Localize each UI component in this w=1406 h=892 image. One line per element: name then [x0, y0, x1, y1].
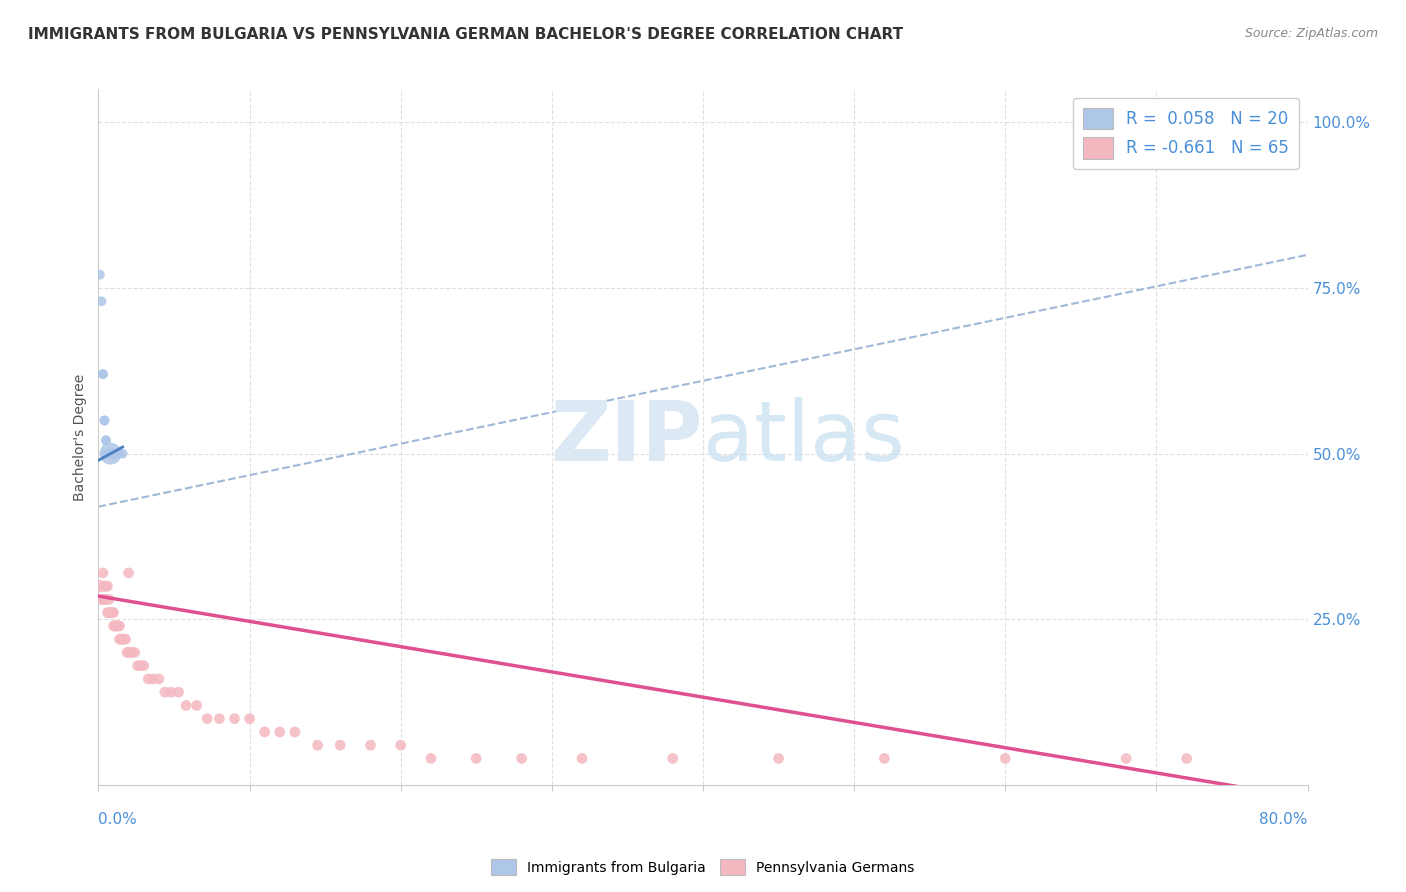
Point [98, 606, 121, 620]
Point [90, 294, 112, 309]
Point [662, 751, 685, 765]
Point [121, 645, 143, 659]
Point [105, 619, 128, 633]
Point [104, 619, 127, 633]
Point [96, 447, 118, 461]
Point [329, 738, 352, 752]
Point [239, 712, 262, 726]
Point [91, 367, 114, 381]
Point [510, 751, 533, 765]
Point [105, 619, 128, 633]
Point [148, 672, 170, 686]
Legend: Immigrants from Bulgaria, Pennsylvania Germans: Immigrants from Bulgaria, Pennsylvania G… [486, 854, 920, 880]
Point [174, 698, 197, 713]
Point [93, 413, 115, 427]
Point [89, 268, 111, 282]
Point [360, 738, 382, 752]
Point [100, 447, 122, 461]
Point [465, 751, 488, 765]
Text: 0.0%: 0.0% [98, 812, 138, 827]
Point [1115, 751, 1137, 765]
Point [89, 579, 111, 593]
Point [118, 566, 141, 580]
Point [94, 579, 117, 593]
Point [91, 566, 114, 580]
Point [142, 672, 165, 686]
Point [94, 447, 117, 461]
Point [307, 738, 329, 752]
Text: atlas: atlas [703, 397, 904, 477]
Point [103, 447, 125, 461]
Point [108, 632, 131, 647]
Point [195, 712, 218, 726]
Point [994, 751, 1017, 765]
Point [105, 447, 128, 461]
Point [124, 645, 146, 659]
Point [111, 632, 134, 647]
Point [253, 725, 276, 739]
Point [110, 632, 132, 647]
Point [768, 751, 790, 765]
Point [108, 447, 131, 461]
Point [114, 632, 136, 647]
Point [94, 592, 117, 607]
Legend: R =  0.058   N = 20, R = -0.661   N = 65: R = 0.058 N = 20, R = -0.661 N = 65 [1073, 97, 1299, 169]
Point [136, 672, 159, 686]
Point [96, 606, 118, 620]
Point [107, 619, 129, 633]
Point [420, 751, 443, 765]
Point [208, 712, 231, 726]
Point [186, 698, 208, 713]
Point [111, 447, 134, 461]
Point [167, 685, 190, 699]
Point [284, 725, 307, 739]
Point [94, 434, 117, 448]
Point [103, 606, 125, 620]
Point [112, 632, 135, 647]
Text: ZIP: ZIP [551, 397, 703, 477]
Point [224, 712, 246, 726]
Point [132, 658, 155, 673]
Point [129, 658, 152, 673]
Point [101, 447, 124, 461]
Point [90, 592, 112, 607]
Text: Source: ZipAtlas.com: Source: ZipAtlas.com [1244, 27, 1378, 40]
Point [98, 592, 121, 607]
Point [100, 606, 122, 620]
Point [100, 606, 122, 620]
Point [93, 592, 115, 607]
Point [269, 725, 291, 739]
Point [94, 447, 117, 461]
Point [101, 606, 124, 620]
Point [115, 645, 138, 659]
Point [111, 632, 134, 647]
Point [118, 645, 141, 659]
Point [103, 619, 125, 633]
Point [108, 619, 131, 633]
Y-axis label: Bachelor's Degree: Bachelor's Degree [73, 374, 87, 500]
Point [91, 367, 114, 381]
Point [873, 751, 896, 765]
Point [127, 658, 149, 673]
Point [93, 413, 115, 427]
Point [93, 579, 115, 593]
Point [96, 579, 118, 593]
Point [96, 447, 118, 461]
Point [1175, 751, 1198, 765]
Point [104, 447, 127, 461]
Text: 80.0%: 80.0% [1260, 812, 1308, 827]
Point [389, 738, 412, 752]
Point [153, 685, 176, 699]
Point [160, 685, 183, 699]
Text: IMMIGRANTS FROM BULGARIA VS PENNSYLVANIA GERMAN BACHELOR'S DEGREE CORRELATION CH: IMMIGRANTS FROM BULGARIA VS PENNSYLVANIA… [28, 27, 903, 42]
Point [98, 447, 121, 461]
Point [94, 434, 117, 448]
Point [571, 751, 593, 765]
Point [91, 592, 114, 607]
